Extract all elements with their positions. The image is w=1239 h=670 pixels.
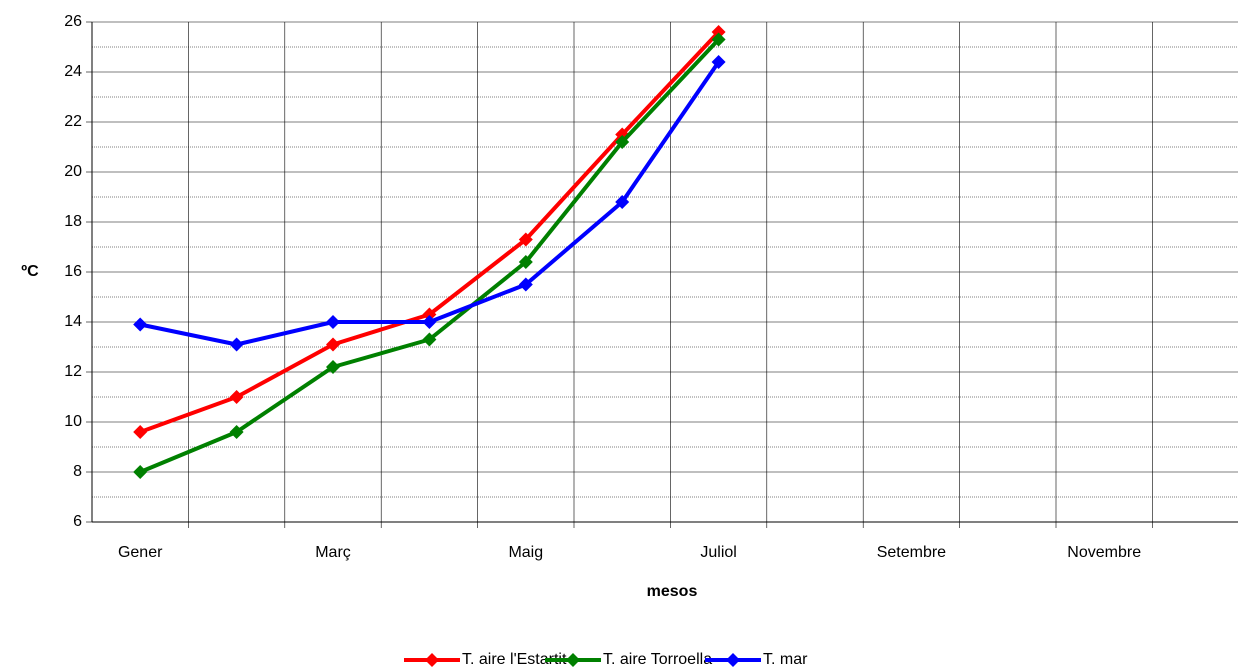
y-tick-label: 24 (64, 63, 82, 80)
y-axis-label: ºC (21, 263, 39, 280)
marker (229, 390, 244, 404)
y-tick-label: 26 (64, 13, 82, 30)
marker (518, 277, 533, 292)
x-tick-label: Setembre (877, 544, 946, 561)
marker (133, 317, 148, 332)
y-tick-label: 18 (64, 213, 82, 230)
marker (711, 55, 726, 69)
marker (422, 332, 437, 347)
x-tick-label: Juliol (700, 544, 736, 561)
y-tick-label: 12 (64, 363, 82, 380)
legend-label: T. aire Torroella (603, 651, 712, 668)
marker (711, 25, 726, 39)
x-tick-label: Novembre (1067, 544, 1141, 561)
marker (326, 360, 340, 374)
marker (229, 425, 244, 439)
y-tick-label: 10 (64, 413, 82, 430)
legend-marker (726, 653, 740, 667)
x-axis-label: mesos (647, 583, 698, 600)
legend-marker (566, 653, 580, 667)
y-tick-label: 14 (64, 313, 82, 330)
marker (229, 337, 244, 352)
legend-label: T. mar (763, 651, 808, 668)
marker (326, 337, 340, 352)
legend-marker (425, 653, 439, 667)
marker (615, 195, 630, 209)
y-tick-label: 20 (64, 163, 82, 180)
marker (711, 32, 726, 47)
marker (133, 465, 148, 479)
y-tick-label: 8 (73, 463, 82, 480)
y-tick-label: 16 (64, 263, 82, 280)
marker (615, 135, 630, 149)
series-line (139, 38, 721, 474)
legend-label: T. aire l'Estartit (462, 651, 567, 668)
marker (326, 315, 340, 329)
y-tick-label: 6 (73, 513, 82, 530)
marker (422, 307, 437, 322)
x-tick-label: Gener (118, 544, 163, 561)
y-tick-label: 22 (64, 113, 82, 130)
marker (518, 232, 533, 247)
x-tick-label: Maig (508, 544, 543, 561)
marker (422, 315, 437, 329)
marker (518, 255, 533, 269)
x-tick-label: Març (315, 544, 351, 561)
series-line (139, 60, 721, 347)
marker (133, 425, 148, 439)
